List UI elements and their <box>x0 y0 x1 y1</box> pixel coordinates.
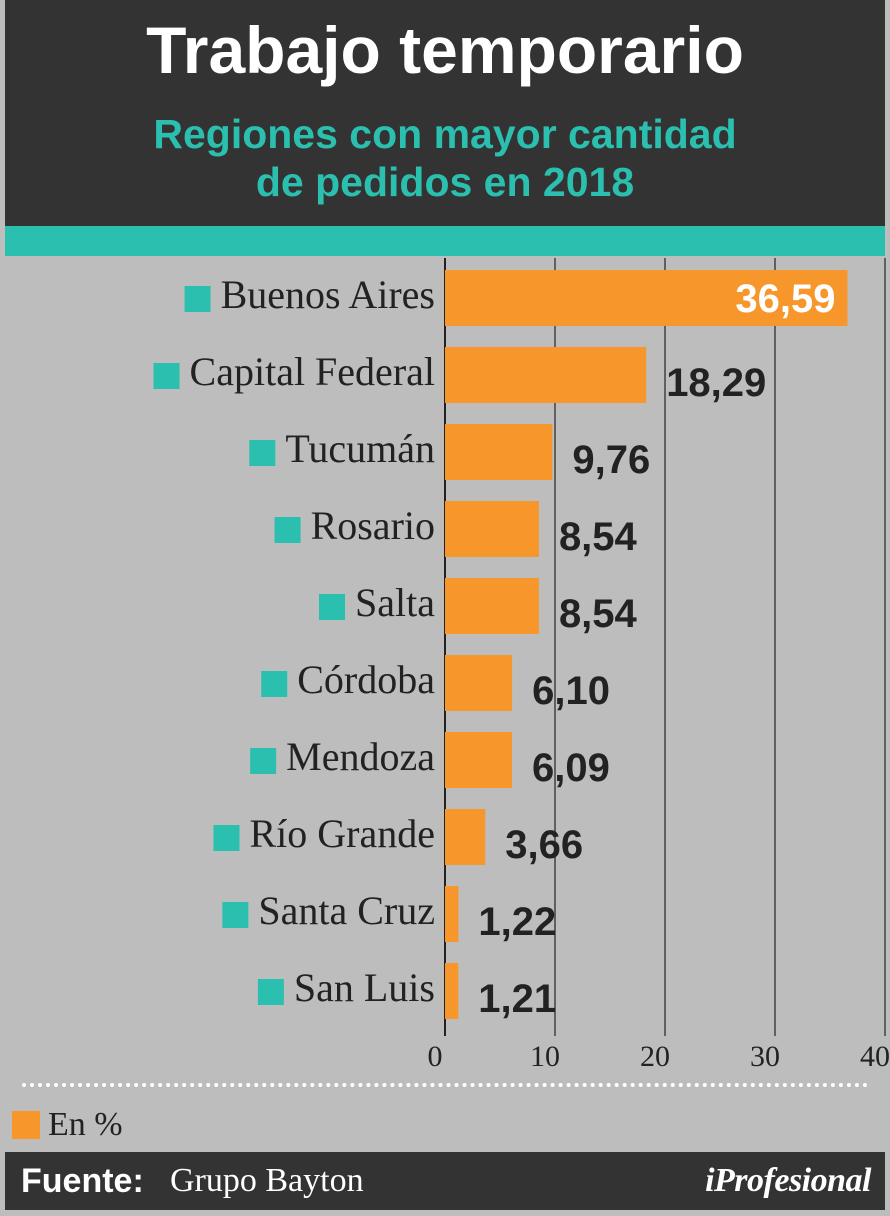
data-label: 1,21 <box>478 977 556 1021</box>
category-label: Salta <box>355 580 435 625</box>
bar <box>445 270 848 326</box>
footer: Fuente: Grupo Bayton iProfesional <box>5 1152 885 1210</box>
data-label: 36,59 <box>735 277 835 321</box>
accent-band <box>5 226 885 256</box>
bar <box>445 578 539 634</box>
category-label: Córdoba <box>297 657 435 702</box>
category-label: Tucumán <box>285 426 435 471</box>
category-label: San Luis <box>294 965 435 1010</box>
data-label: 6,09 <box>532 746 610 790</box>
tick-label: 10 <box>530 1040 560 1073</box>
category-label: Rosario <box>311 503 435 548</box>
category-label: Buenos Aires <box>221 272 435 317</box>
source-label: Fuente: <box>21 1162 144 1200</box>
bar <box>445 809 486 865</box>
brand-logo: iProfesional <box>705 1162 871 1199</box>
bar <box>445 732 512 788</box>
legend-label: En % <box>48 1106 123 1143</box>
category-label: Río Grande <box>249 811 435 856</box>
category-label: Capital Federal <box>190 349 435 394</box>
category-marker <box>184 286 211 312</box>
category-marker <box>153 363 180 389</box>
subtitle-line-2: de pedidos en 2018 <box>255 159 635 205</box>
category-marker <box>319 594 346 620</box>
data-label: 9,76 <box>572 438 650 482</box>
category-marker <box>249 440 276 466</box>
category-marker <box>250 748 277 774</box>
category-label: Mendoza <box>286 734 435 779</box>
tick-label: 0 <box>428 1040 443 1073</box>
bar <box>445 501 539 557</box>
category-label: Santa Cruz <box>258 888 435 933</box>
divider <box>22 1083 868 1087</box>
bar <box>445 886 459 942</box>
source-name: Grupo Bayton <box>170 1162 364 1199</box>
data-label: 1,22 <box>478 900 556 944</box>
category-marker <box>213 825 240 851</box>
bar <box>445 347 647 403</box>
header: Trabajo temporario Regiones con mayor ca… <box>5 0 885 226</box>
data-label: 8,54 <box>559 515 638 559</box>
category-marker <box>257 979 284 1005</box>
legend: En % <box>12 1106 123 1143</box>
category-marker <box>274 517 301 543</box>
subtitle-line-1: Regiones con mayor cantidad <box>153 111 737 157</box>
category-marker <box>261 671 288 697</box>
data-label: 18,29 <box>666 361 766 405</box>
subtitle: Regiones con mayor cantidad de pedidos e… <box>5 110 885 206</box>
data-label: 8,54 <box>559 592 638 636</box>
legend-swatch <box>12 1111 40 1139</box>
data-label: 6,10 <box>532 669 610 713</box>
tick-label: 20 <box>640 1040 670 1073</box>
page-title: Trabajo temporario <box>146 13 744 87</box>
bar <box>445 424 553 480</box>
tick-label: 40 <box>860 1040 890 1073</box>
category-marker <box>222 902 249 928</box>
tick-label: 30 <box>750 1040 780 1073</box>
bar-chart: Buenos Aires 36,59 Capital Federal 18,29 Tuc… <box>153 258 890 1073</box>
bar <box>445 963 459 1019</box>
bar <box>445 655 513 711</box>
data-label: 3,66 <box>505 823 583 867</box>
